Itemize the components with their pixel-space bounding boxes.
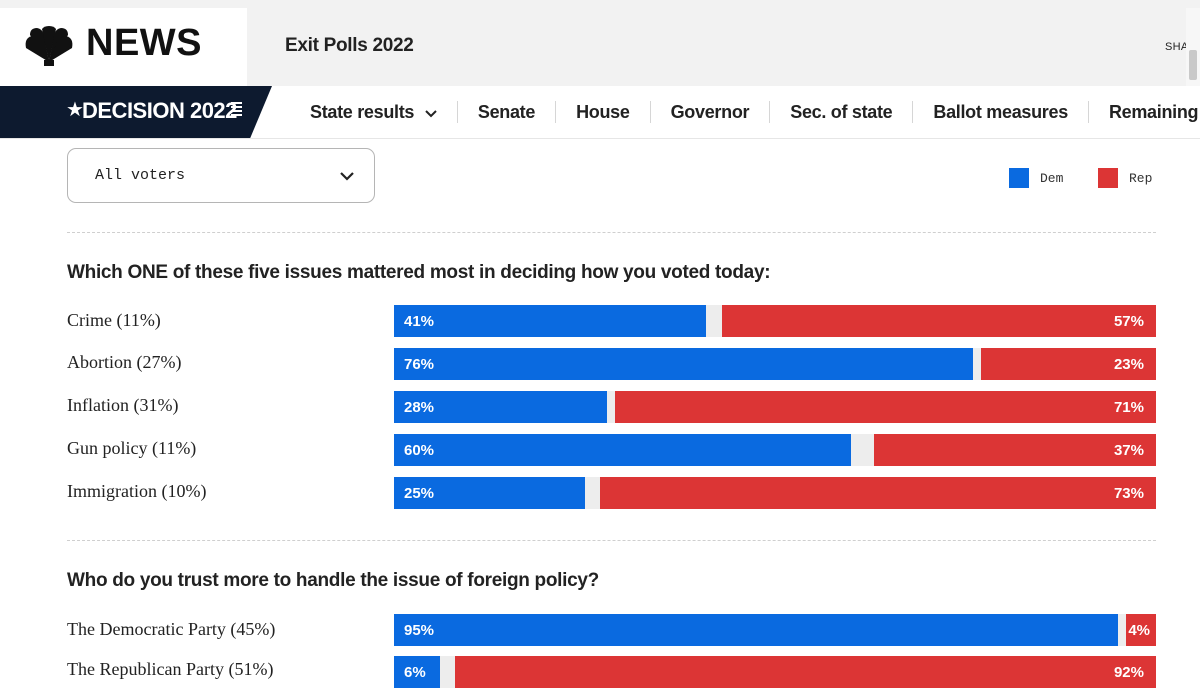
rep-percent: 92% [1113,664,1144,681]
rep-percent: 23% [1113,356,1144,373]
nav-item-sec-of-state[interactable]: Sec. of state [770,101,914,123]
dem-percent: 41% [404,313,435,330]
result-bar: 28% 71% [394,391,1156,423]
row-label: Gun policy (11%) [67,438,197,458]
result-bar: 76% 23% [394,348,1156,380]
stripes-icon [231,102,242,120]
dem-percent: 25% [404,485,435,502]
decision-nav: ★ DECISION 2022 State results Senate Hou… [0,86,1200,139]
rep-bar [614,391,1156,423]
nav-item-ballot-measures[interactable]: Ballot measures [913,101,1089,123]
row-label: Immigration (10%) [67,481,207,501]
row-label: Crime (11%) [67,310,161,330]
scrollbar-thumb[interactable] [1189,50,1197,80]
news-wordmark: NEWS [86,22,202,64]
result-bar: 95% 4% [394,614,1156,646]
rep-percent: 73% [1113,485,1144,502]
dem-percent: 6% [404,664,426,681]
question-title: Which ONE of these five issues mattered … [67,262,771,283]
section-divider [67,540,1156,541]
legend-dem-label: Dem [1040,170,1064,186]
dem-percent: 76% [404,356,435,373]
page-title: Exit Polls 2022 [285,35,414,56]
dem-percent: 95% [404,622,435,639]
legend-dem: Dem [1009,167,1063,189]
chevron-down-icon [340,172,354,181]
star-icon: ★ [66,99,84,121]
result-bar: 25% 73% [394,477,1156,509]
question-title: Who do you trust more to handle the issu… [67,570,599,591]
rep-bar [980,348,1156,380]
decision-badge-label: DECISION 2022 [82,98,237,123]
result-bar: 6% 92% [394,656,1156,688]
row-label: Inflation (31%) [67,395,179,415]
nav-item-house[interactable]: House [556,101,651,123]
section-divider [67,232,1156,233]
rep-bar [1125,614,1156,646]
dem-bar [394,348,974,380]
dem-percent: 60% [404,442,435,459]
voter-group-selected: All voters [95,167,186,184]
result-bar: 41% 57% [394,305,1156,337]
dem-bar [394,434,852,466]
nav-menu: State results Senate House Governor Sec.… [290,86,1200,138]
nav-item-senate[interactable]: Senate [458,101,557,123]
peacock-icon [25,26,73,66]
dem-bar [394,614,1118,646]
legend-rep: Rep [1098,167,1152,189]
voter-group-select[interactable]: All voters [67,148,375,203]
legend-rep-swatch [1098,168,1118,188]
legend-dem-swatch [1009,168,1029,188]
rep-percent: 4% [1128,622,1150,639]
nav-item-governor[interactable]: Governor [651,101,771,123]
row-label: The Democratic Party (45%) [67,619,276,639]
chevron-down-icon [425,110,437,118]
dem-percent: 28% [404,399,435,416]
row-label: The Republican Party (51%) [67,659,274,679]
legend-rep-label: Rep [1129,170,1153,186]
decision-2022-badge[interactable]: ★ DECISION 2022 [0,86,272,138]
rep-percent: 37% [1113,442,1144,459]
rep-percent: 71% [1113,399,1144,416]
rep-bar [599,477,1156,509]
dem-bar [394,305,707,337]
dem-bar [394,477,585,509]
row-label: Abortion (27%) [67,352,182,372]
rep-percent: 57% [1113,313,1144,330]
dem-bar [394,391,608,423]
nav-item-label: State results [310,102,415,122]
nav-item-state-results[interactable]: State results [290,101,458,123]
rep-bar [454,656,1156,688]
nbc-news-logo[interactable]: NEWS [0,8,247,86]
browser-top-strip [0,0,1200,8]
site-header: NEWS Exit Polls 2022 SHARE [0,8,1200,86]
rep-bar [874,434,1156,466]
nav-item-remaining[interactable]: Remaining v [1108,102,1200,122]
result-bar: 60% 37% [394,434,1156,466]
rep-bar [721,305,1156,337]
